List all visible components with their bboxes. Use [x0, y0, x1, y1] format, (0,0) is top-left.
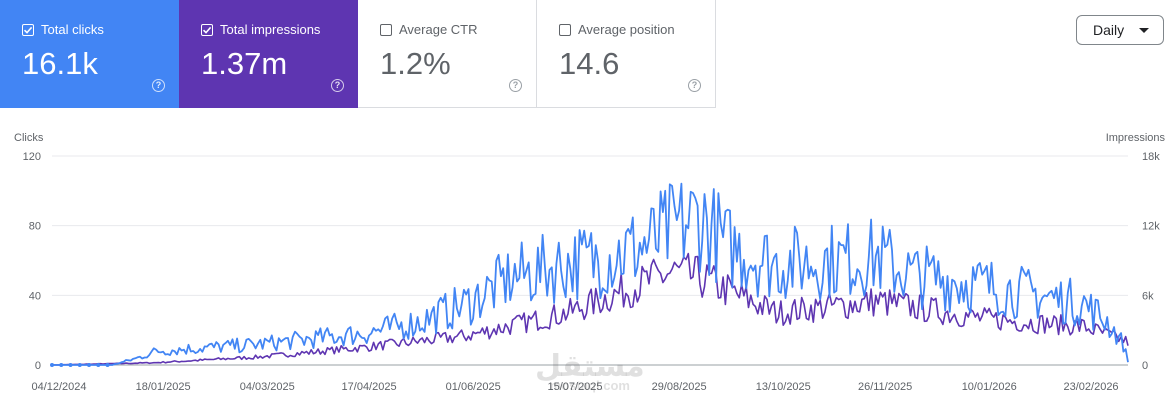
x-axis-tick: 29/08/2025 — [652, 381, 707, 393]
checkbox-unchecked-icon[interactable] — [559, 23, 571, 36]
clicks-point — [87, 363, 92, 367]
x-axis-tick: 26/11/2025 — [858, 381, 912, 393]
left-axis-title: Clicks — [14, 132, 44, 144]
x-axis-tick: 23/02/2026 — [1064, 381, 1119, 393]
average-ctr-card[interactable]: Average CTR 1.2% ? — [358, 0, 537, 108]
average-position-label: Average position — [578, 22, 675, 37]
total-impressions-label: Total impressions — [220, 22, 321, 37]
right-axis-tick: 0 — [1142, 360, 1148, 372]
help-icon[interactable]: ? — [331, 79, 344, 92]
checkbox-checked-icon[interactable] — [22, 23, 34, 36]
clicks-point — [59, 363, 64, 367]
metric-cards: Total clicks 16.1k ? Total impressions 1… — [0, 0, 716, 108]
x-axis-tick: 17/04/2025 — [342, 381, 397, 393]
total-clicks-value: 16.1k — [22, 46, 98, 81]
right-axis-tick: 6k — [1142, 290, 1154, 302]
x-axis-tick: 10/01/2026 — [962, 381, 1017, 393]
help-icon[interactable]: ? — [688, 79, 701, 92]
granularity-dropdown[interactable]: Daily — [1076, 15, 1164, 45]
clicks-point — [68, 363, 73, 367]
left-axis-tick: 0 — [35, 360, 41, 372]
average-ctr-label: Average CTR — [399, 22, 478, 37]
x-axis-tick: 04/03/2025 — [240, 381, 295, 393]
right-axis-tick: 12k — [1142, 221, 1160, 233]
help-icon[interactable]: ? — [509, 79, 522, 92]
x-axis-tick: 01/06/2025 — [446, 381, 501, 393]
caret-down-icon — [1139, 28, 1149, 33]
average-position-card[interactable]: Average position 14.6 ? — [537, 0, 716, 108]
x-axis-tick: 18/01/2025 — [136, 381, 191, 393]
left-axis-tick: 120 — [23, 151, 41, 163]
clicks-point — [105, 363, 110, 367]
checkbox-unchecked-icon[interactable] — [380, 23, 392, 36]
total-clicks-card[interactable]: Total clicks 16.1k ? — [0, 0, 179, 108]
total-clicks-label: Total clicks — [41, 22, 104, 37]
average-position-header: Average position — [559, 22, 675, 37]
total-clicks-header: Total clicks — [22, 22, 104, 37]
granularity-label: Daily — [1093, 22, 1125, 38]
impressions-series-line — [51, 252, 1129, 366]
total-impressions-header: Total impressions — [201, 22, 320, 37]
clicks-point — [50, 363, 54, 367]
x-axis-tick: 04/12/2024 — [31, 381, 86, 393]
total-impressions-card[interactable]: Total impressions 1.37m ? — [179, 0, 358, 108]
average-ctr-value: 1.2% — [380, 46, 451, 81]
clicks-point — [77, 363, 82, 367]
right-axis-title: Impressions — [1105, 132, 1165, 144]
average-position-value: 14.6 — [559, 46, 620, 81]
clicks-series-line — [52, 182, 1129, 366]
total-impressions-value: 1.37m — [201, 46, 288, 81]
right-axis-tick: 18k — [1142, 151, 1160, 163]
x-axis-tick: 15/07/2025 — [547, 381, 602, 393]
average-ctr-header: Average CTR — [380, 22, 478, 37]
checkbox-checked-icon[interactable] — [201, 23, 213, 36]
left-axis-tick: 40 — [29, 290, 41, 302]
x-axis-tick: 13/10/2025 — [756, 381, 811, 393]
left-axis-tick: 80 — [29, 221, 41, 233]
help-icon[interactable]: ? — [152, 79, 165, 92]
clicks-point — [96, 363, 101, 367]
